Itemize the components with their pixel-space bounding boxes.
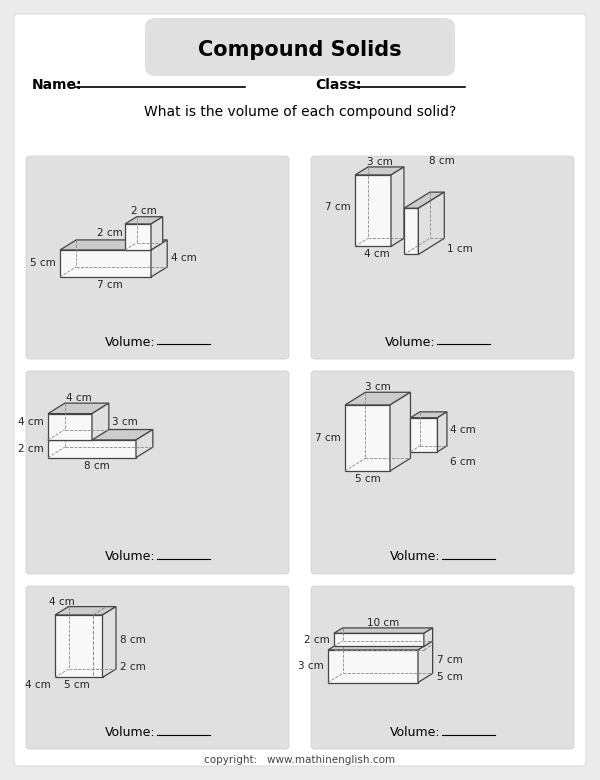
Text: Volume:: Volume: (105, 726, 155, 739)
Polygon shape (55, 607, 116, 615)
Text: Volume:: Volume: (105, 335, 155, 349)
Text: 4 cm: 4 cm (364, 250, 390, 260)
Polygon shape (355, 167, 404, 175)
Text: Name:: Name: (32, 78, 83, 92)
FancyBboxPatch shape (26, 586, 289, 749)
Polygon shape (60, 240, 167, 250)
Polygon shape (136, 430, 153, 458)
Text: 5 cm: 5 cm (437, 672, 463, 682)
Polygon shape (328, 650, 418, 682)
Text: 2 cm: 2 cm (131, 206, 157, 216)
Text: 6 cm: 6 cm (450, 457, 476, 466)
Text: 7 cm: 7 cm (97, 280, 123, 290)
Polygon shape (125, 217, 163, 224)
Polygon shape (60, 250, 151, 277)
Polygon shape (151, 217, 163, 250)
Text: What is the volume of each compound solid?: What is the volume of each compound soli… (144, 105, 456, 119)
Text: 2 cm: 2 cm (120, 662, 146, 672)
Text: 7 cm: 7 cm (437, 655, 463, 665)
Text: Volume:: Volume: (385, 335, 436, 349)
Polygon shape (404, 208, 418, 254)
FancyBboxPatch shape (14, 14, 586, 766)
Polygon shape (355, 175, 391, 246)
Polygon shape (334, 628, 433, 633)
Text: 7 cm: 7 cm (325, 202, 351, 212)
Polygon shape (418, 192, 444, 254)
Text: 4 cm: 4 cm (49, 597, 74, 607)
Text: 4 cm: 4 cm (18, 417, 44, 427)
Polygon shape (424, 628, 433, 647)
Polygon shape (48, 403, 109, 413)
Text: 4 cm: 4 cm (171, 254, 197, 264)
Polygon shape (328, 641, 433, 650)
Text: 3 cm: 3 cm (365, 382, 391, 392)
FancyBboxPatch shape (311, 586, 574, 749)
Polygon shape (437, 412, 447, 452)
Text: 2 cm: 2 cm (97, 229, 123, 239)
Text: 4 cm: 4 cm (450, 424, 476, 434)
FancyBboxPatch shape (26, 156, 289, 359)
Polygon shape (92, 403, 109, 440)
Text: Class:: Class: (315, 78, 361, 92)
Polygon shape (125, 224, 151, 250)
Text: 8 cm: 8 cm (429, 156, 455, 166)
Text: 5 cm: 5 cm (355, 474, 380, 484)
Polygon shape (151, 240, 167, 277)
Polygon shape (418, 641, 433, 682)
FancyBboxPatch shape (311, 156, 574, 359)
Polygon shape (410, 418, 437, 452)
Text: Volume:: Volume: (390, 726, 440, 739)
Text: 2 cm: 2 cm (304, 635, 330, 645)
Polygon shape (334, 633, 424, 647)
FancyBboxPatch shape (26, 371, 289, 574)
Text: 5 cm: 5 cm (64, 680, 89, 690)
Text: 2 cm: 2 cm (18, 444, 44, 454)
Text: Volume:: Volume: (105, 551, 155, 563)
Polygon shape (391, 167, 404, 246)
Polygon shape (345, 405, 390, 471)
Polygon shape (103, 607, 116, 677)
Polygon shape (48, 430, 153, 440)
Text: Compound Solids: Compound Solids (198, 40, 402, 60)
Polygon shape (345, 392, 410, 405)
Text: 8 cm: 8 cm (84, 461, 110, 470)
FancyBboxPatch shape (311, 371, 574, 574)
FancyBboxPatch shape (145, 18, 455, 76)
Text: 4 cm: 4 cm (65, 393, 91, 403)
Text: 3 cm: 3 cm (367, 157, 392, 167)
Text: copyright:   www.mathinenglish.com: copyright: www.mathinenglish.com (205, 755, 395, 765)
Text: 3 cm: 3 cm (112, 417, 137, 427)
Polygon shape (410, 412, 447, 418)
Polygon shape (48, 413, 92, 440)
Text: Volume:: Volume: (390, 551, 440, 563)
Polygon shape (48, 440, 136, 458)
Text: 7 cm: 7 cm (315, 433, 341, 443)
Polygon shape (390, 392, 410, 471)
Text: 5 cm: 5 cm (30, 258, 56, 268)
Polygon shape (55, 615, 103, 677)
Text: 1 cm: 1 cm (447, 244, 473, 254)
Text: 3 cm: 3 cm (298, 661, 324, 672)
Text: 4 cm: 4 cm (25, 680, 51, 690)
Text: 10 cm: 10 cm (367, 618, 400, 628)
Polygon shape (404, 192, 444, 208)
Text: 8 cm: 8 cm (120, 635, 146, 645)
